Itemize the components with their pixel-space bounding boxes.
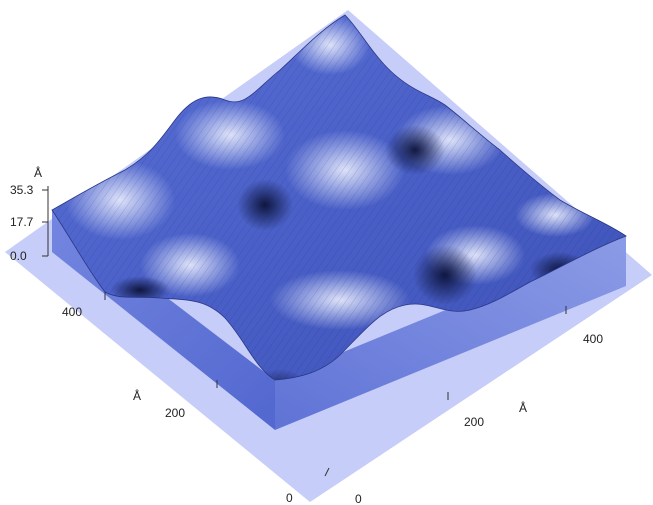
left-axis: 400 Å 200 0 [62, 292, 330, 505]
right-axis: 0 200 Å 400 [355, 306, 603, 505]
right-axis-tick-400: 400 [583, 332, 603, 346]
left-axis-tick-400: 400 [62, 305, 82, 319]
height-surface [51, 14, 627, 381]
z-tick-label-mid: 17.7 [10, 215, 34, 229]
left-axis-unit: Å [133, 388, 141, 403]
right-axis-unit: Å [519, 400, 527, 415]
z-axis-unit: Å [34, 165, 42, 180]
left-axis-tick-200: 200 [165, 406, 185, 420]
z-tick-label-min: 0.0 [10, 249, 27, 263]
right-side-wall [275, 236, 626, 430]
right-axis-tick-200: 200 [464, 415, 484, 429]
left-axis-tick-0: 0 [286, 491, 293, 505]
z-tick-label-max: 35.3 [10, 183, 34, 197]
z-axis: Å 35.3 17.7 0.0 [10, 165, 49, 263]
right-axis-tick-0: 0 [355, 492, 362, 505]
